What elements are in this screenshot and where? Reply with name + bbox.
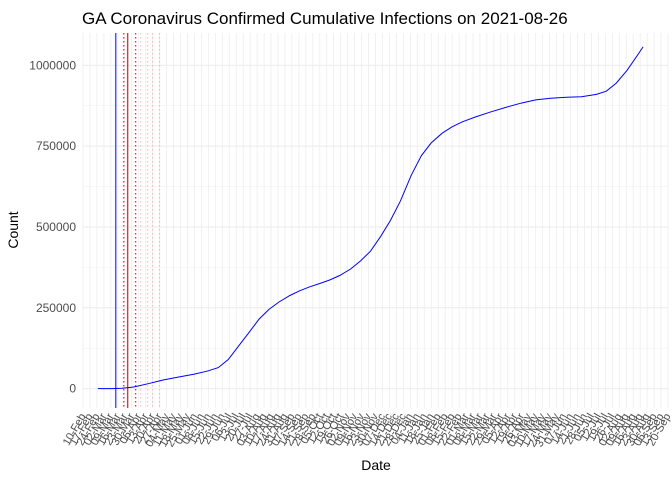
x-axis-ticks: 10-Feb17-Feb24-Feb02-Mar09-Mar16-Mar23-M… xyxy=(61,411,672,449)
y-tick-label: 500000 xyxy=(36,220,76,234)
y-axis-label: Count xyxy=(5,211,21,248)
chart-title: GA Coronavirus Confirmed Cumulative Infe… xyxy=(82,9,568,28)
y-axis-ticks: 0 250000 500000 750000 1000000 xyxy=(29,58,76,395)
event-lines xyxy=(115,33,161,408)
y-tick-label: 0 xyxy=(69,382,76,396)
y-tick-label: 750000 xyxy=(36,139,76,153)
grid xyxy=(82,33,669,408)
y-tick-label: 250000 xyxy=(36,301,76,315)
x-axis-label: Date xyxy=(361,457,391,473)
y-tick-label: 1000000 xyxy=(29,58,76,72)
series-line xyxy=(97,46,644,390)
series-layer xyxy=(97,46,644,390)
